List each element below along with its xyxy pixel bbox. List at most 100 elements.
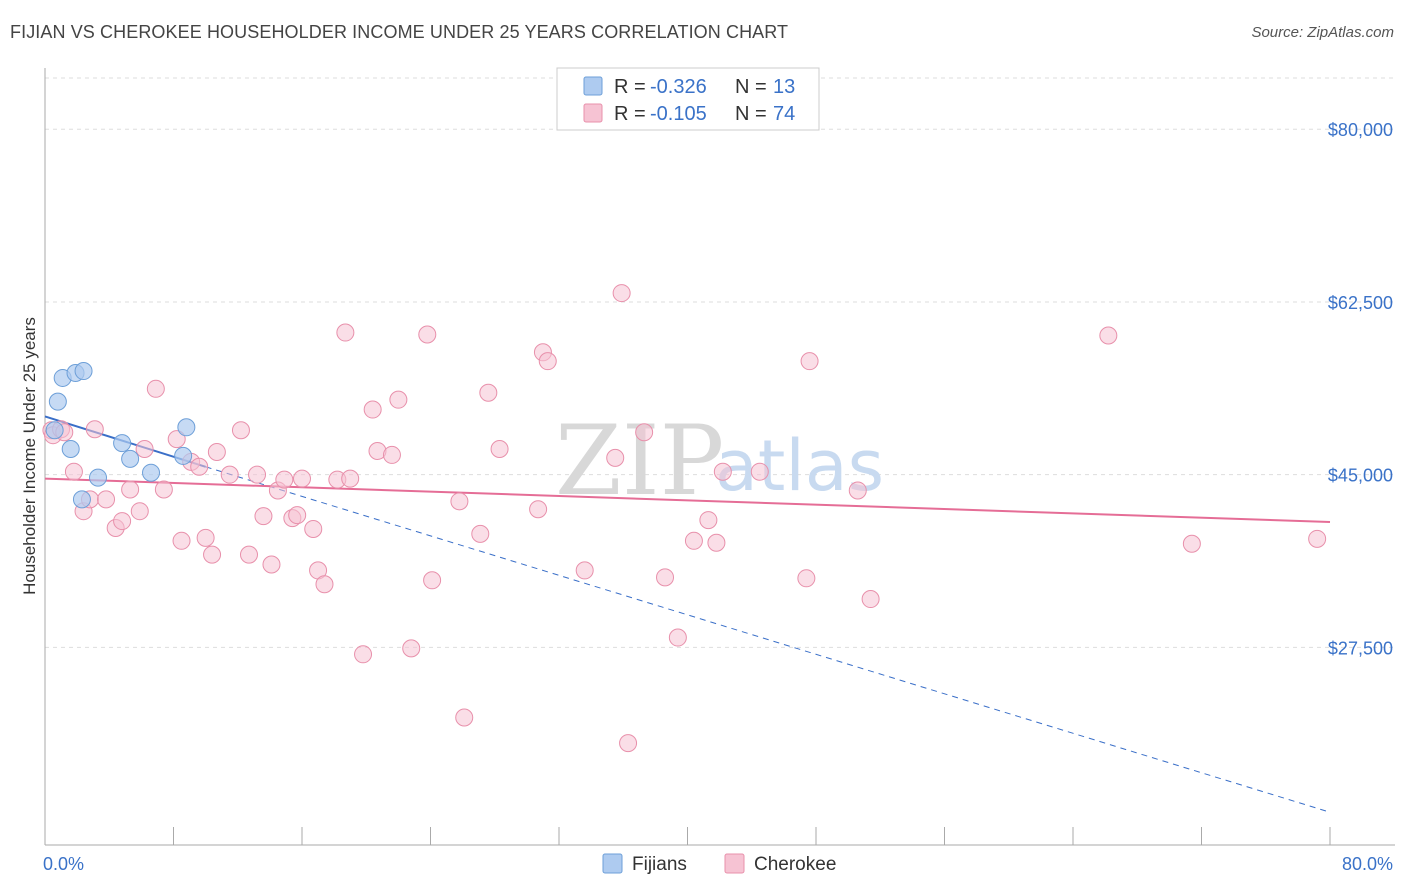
cherokee-point [656,568,675,587]
cherokee-point [389,390,408,409]
cherokee-point [293,469,311,488]
cherokee-r-value: -0.105 [650,103,707,125]
cherokee-n-value: 74 [773,103,795,125]
cherokee-point [254,507,273,526]
fijian-point [177,418,196,437]
cherokee-point [64,462,83,481]
cherokee-point [248,465,267,484]
x-tick-labels: 0.0% 80.0% [43,854,1393,874]
y-tick-label: $27,500 [1328,638,1393,658]
cherokee-n-label: N = [735,103,767,125]
cherokee-point [336,323,355,342]
cherokee-bottom-label: Cherokee [754,854,836,875]
fijian-r-label: R = [614,76,646,98]
cherokee-point [315,575,334,594]
fijian-point [89,468,108,487]
cherokee-point [154,480,173,499]
cherokee-trend-line [44,477,1331,524]
cherokee-point [239,545,258,564]
fijians-bottom-swatch [602,853,623,874]
cherokee-point [1099,326,1118,345]
cherokee-point [203,545,222,564]
cherokee-point [848,481,867,500]
fijian-trend-dashed [205,466,1331,813]
cherokee-point [167,430,186,449]
cherokee-point [207,442,226,461]
fijian-r-value: -0.326 [650,76,707,98]
cherokee-point [231,421,250,440]
cherokee-point [529,500,548,519]
cherokee-point [275,470,294,489]
cherokee-point [113,512,132,531]
cherokee-point [382,445,401,464]
cherokee-point [220,465,239,484]
bottom-legend: Fijians Cherokee [602,853,836,875]
cherokee-point [402,639,421,658]
y-tick-label: $45,000 [1328,466,1393,486]
cherokee-point [418,325,437,344]
cherokee-point [146,379,165,398]
fijian-point [72,490,91,509]
cherokee-point [121,480,140,499]
fijian-point [174,446,193,465]
cherokee-bottom-swatch [724,853,745,874]
cherokee-point [172,531,191,550]
fijian-point [48,392,67,411]
cherokee-point [538,352,557,371]
fijian-n-value: 13 [773,76,795,98]
cherokee-point [635,423,654,442]
cherokee-point [196,528,215,547]
watermark: ZIP atlas [555,405,884,517]
cherokee-point [423,571,442,590]
cherokee-point [85,420,104,439]
cherokee-point [450,492,469,511]
fijian-point [45,421,64,440]
top-legend: R = -0.326 N = 13 R = -0.105 N = 74 [556,67,820,131]
y-tick-label: $62,500 [1328,293,1393,313]
cherokee-point [262,555,281,574]
cherokee-point [471,524,490,543]
cherokee-point [288,506,307,525]
axes [44,68,1395,846]
cherokee-point [861,590,880,609]
cherokee-point [304,519,323,538]
cherokee-r-label: R = [614,103,646,125]
fijian-point [74,362,93,381]
y-tick-label: $80,000 [1328,120,1393,140]
cherokee-point [455,708,474,727]
x-tick-label-start: 0.0% [43,854,84,874]
chart-title: FIJIAN VS CHEROKEE HOUSEHOLDER INCOME UN… [10,22,789,42]
cherokee-point [684,531,703,550]
data-points [42,284,1327,753]
cherokee-point [135,440,154,459]
fijian-point [142,463,161,482]
cherokee-point [354,645,373,664]
fijian-legend-swatch [583,76,603,96]
cherokee-point [130,502,149,521]
cherokee-point [750,462,769,481]
cherokee-point [699,511,718,530]
cherokee-point [713,462,732,481]
cherokee-point [707,533,726,552]
y-axis-title: Householder Income Under 25 years [20,317,39,595]
cherokee-point [1308,529,1327,548]
cherokee-point [619,734,638,753]
cherokee-point [363,400,382,419]
fijian-point [61,440,80,459]
cherokee-point [606,448,625,467]
cherokee-point [800,352,819,371]
cherokee-point [1182,534,1201,553]
fijian-n-label: N = [735,76,767,98]
fijian-point [113,434,132,453]
cherokee-point [490,440,509,459]
fijian-point [121,449,140,468]
cherokee-point [668,628,687,647]
y-tick-labels: $27,500 $45,000 $62,500 $80,000 [1328,120,1393,658]
cherokee-legend-swatch [583,103,603,123]
source-label: Source: ZipAtlas.com [1251,24,1394,41]
cherokee-point [797,569,816,588]
fijians-bottom-label: Fijians [632,854,687,875]
cherokee-point [479,383,498,402]
cherokee-point [97,490,116,509]
